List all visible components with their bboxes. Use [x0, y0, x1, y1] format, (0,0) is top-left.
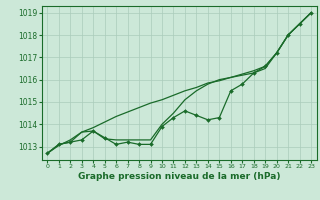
- X-axis label: Graphe pression niveau de la mer (hPa): Graphe pression niveau de la mer (hPa): [78, 172, 280, 181]
